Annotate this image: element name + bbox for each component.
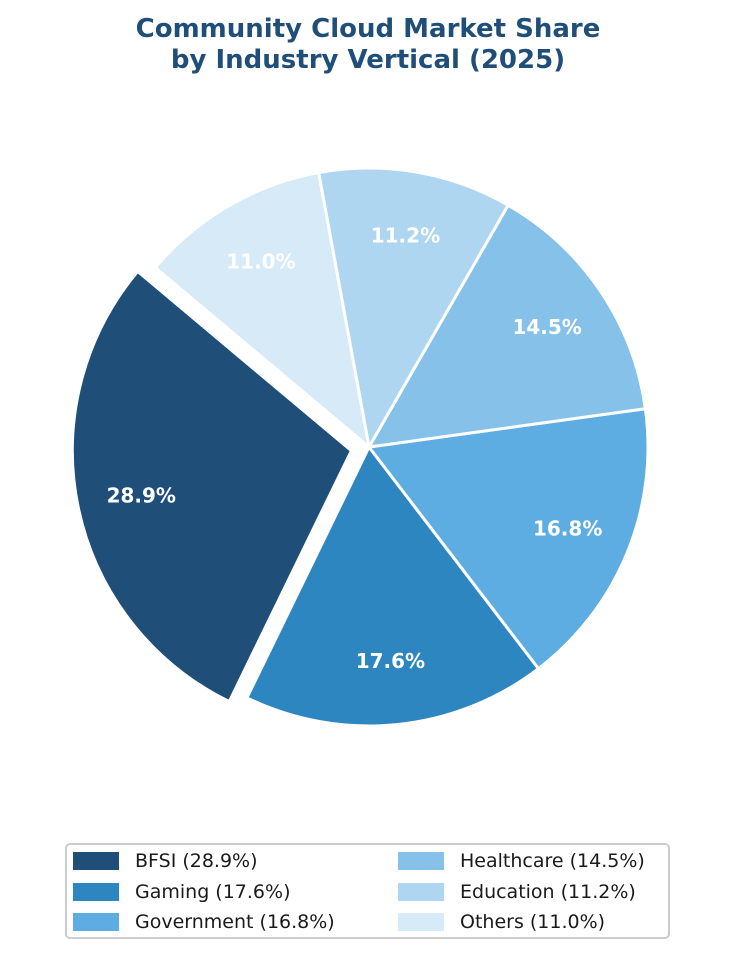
legend-item-education: Education (11.2%) [398, 881, 636, 903]
legend-swatch-education [398, 883, 444, 901]
pie-slice-bfsi [70, 269, 353, 704]
legend-swatch-others [398, 913, 444, 931]
pie-label-education: 11.2% [371, 223, 440, 247]
legend-label-gaming: Gaming (17.6%) [135, 881, 291, 903]
chart-title: Community Cloud Market Share by Industry… [0, 14, 736, 76]
legend-label-others: Others (11.0%) [460, 911, 606, 933]
pie-slice-education [317, 166, 510, 449]
chart-title-line-2: by Industry Vertical (2025) [170, 45, 566, 75]
pie-label-government: 16.8% [533, 517, 602, 541]
legend-label-bfsi: BFSI (28.9%) [135, 850, 258, 872]
pie-label-gaming: 17.6% [356, 649, 425, 673]
legend-label-healthcare: Healthcare (14.5%) [460, 850, 645, 872]
legend-swatch-gaming [73, 883, 119, 901]
chart-legend: BFSI (28.9%) Gaming (17.6%) Government (16… [65, 843, 670, 939]
legend-label-government: Government (16.8%) [135, 911, 335, 933]
pie-slice-gaming [245, 445, 540, 728]
legend-item-bfsi: BFSI (28.9%) [73, 850, 258, 872]
legend-swatch-healthcare [398, 852, 444, 870]
legend-item-gaming: Gaming (17.6%) [73, 881, 290, 903]
pie-slice-government [367, 407, 650, 671]
legend-swatch-bfsi [73, 852, 119, 870]
legend-item-healthcare: Healthcare (14.5%) [398, 850, 645, 872]
pie-label-others: 11.0% [226, 249, 295, 273]
legend-label-education: Education (11.2%) [460, 881, 636, 903]
pie-slice-others [153, 171, 371, 449]
legend-swatch-government [73, 913, 119, 931]
pie-chart: 28.9% 17.6% 16.8% 14.5% 11.2% 11.0% [70, 166, 650, 728]
pie-slice-healthcare [367, 203, 647, 449]
pie-label-bfsi: 28.9% [107, 483, 176, 507]
chart-title-line-1: Community Cloud Market Share [135, 14, 601, 44]
pie-label-healthcare: 14.5% [512, 315, 581, 339]
legend-item-others: Others (11.0%) [398, 911, 605, 933]
legend-item-government: Government (16.8%) [73, 911, 335, 933]
